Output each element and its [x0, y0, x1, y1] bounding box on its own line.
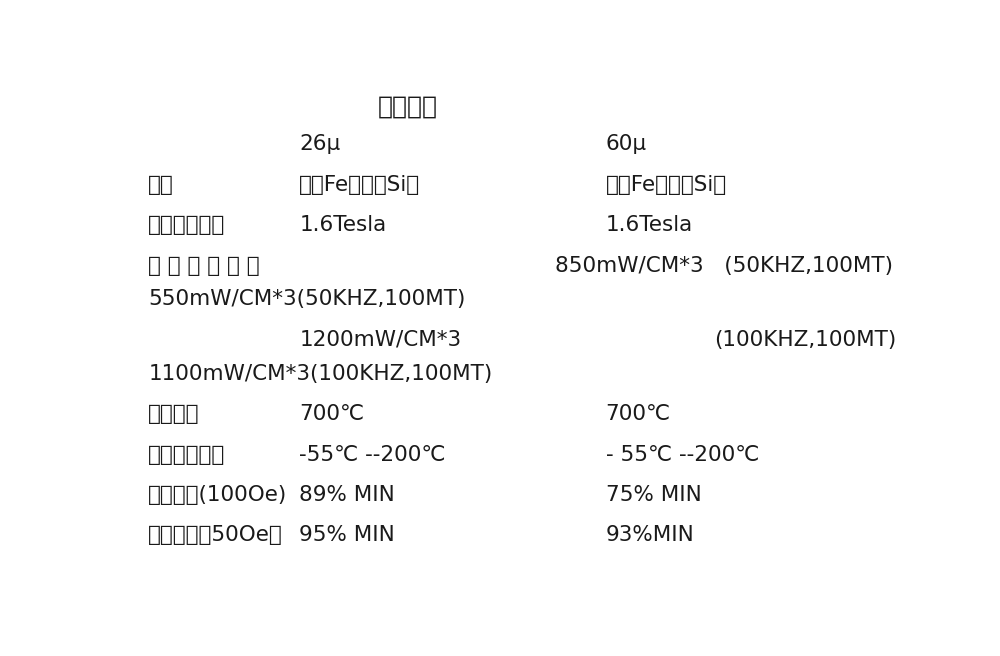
- Text: 1.6Tesla: 1.6Tesla: [606, 215, 693, 236]
- Text: 700℃: 700℃: [299, 404, 364, 424]
- Text: 铁（Fe）硅（Si）: 铁（Fe）硅（Si）: [299, 174, 420, 195]
- Text: -55℃ --200℃: -55℃ --200℃: [299, 445, 446, 464]
- Text: 居里温度: 居里温度: [148, 404, 200, 424]
- Text: 850mW/CM*3   (50KHZ,100MT): 850mW/CM*3 (50KHZ,100MT): [555, 256, 893, 276]
- Text: 26μ: 26μ: [299, 134, 341, 154]
- Text: 93%MIN: 93%MIN: [606, 525, 694, 545]
- Text: 材料特性: 材料特性: [378, 94, 438, 119]
- Text: (100KHZ,100MT): (100KHZ,100MT): [714, 330, 896, 350]
- Text: 直流偏置（50Oe）: 直流偏置（50Oe）: [148, 525, 283, 545]
- Text: 95% MIN: 95% MIN: [299, 525, 395, 545]
- Text: 铁（Fe）硅（Si）: 铁（Fe）硅（Si）: [606, 174, 727, 195]
- Text: 1200mW/CM*3: 1200mW/CM*3: [299, 330, 462, 350]
- Text: 700℃: 700℃: [606, 404, 671, 424]
- Text: - 55℃ --200℃: - 55℃ --200℃: [606, 445, 759, 464]
- Text: 饱和磁通密度: 饱和磁通密度: [148, 215, 226, 236]
- Text: 1100mW/CM*3(100KHZ,100MT): 1100mW/CM*3(100KHZ,100MT): [148, 363, 492, 384]
- Text: 550mW/CM*3(50KHZ,100MT): 550mW/CM*3(50KHZ,100MT): [148, 289, 466, 310]
- Text: 89% MIN: 89% MIN: [299, 485, 395, 505]
- Text: 1.6Tesla: 1.6Tesla: [299, 215, 387, 236]
- Text: 典 型 磁 芯 捯 耗: 典 型 磁 芯 捯 耗: [148, 256, 260, 276]
- Text: 组成: 组成: [148, 174, 174, 195]
- Text: 工作温度范围: 工作温度范围: [148, 445, 226, 464]
- Text: 75% MIN: 75% MIN: [606, 485, 701, 505]
- Text: 60μ: 60μ: [606, 134, 647, 154]
- Text: 直流偏置(100Oe): 直流偏置(100Oe): [148, 485, 288, 505]
